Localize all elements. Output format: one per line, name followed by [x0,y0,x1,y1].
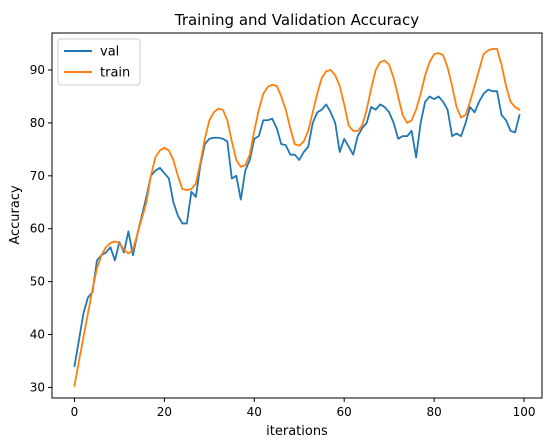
y-tick-label: 70 [30,169,45,183]
x-tick-label: 40 [247,405,262,419]
y-axis-label: Accuracy [8,185,23,245]
x-tick-label: 20 [157,405,172,419]
chart-title: Training and Validation Accuracy [174,11,419,29]
y-tick-label: 80 [30,116,45,130]
y-tick-label: 40 [30,328,45,342]
plot-frame [51,32,543,399]
series-line-train [73,47,521,387]
y-tick-label: 30 [30,380,45,394]
legend-label-train: train [100,66,130,81]
legend: val train [57,38,141,86]
x-tick-label: 60 [337,405,352,419]
x-axis-label: iterations [266,424,328,439]
plot-area [73,47,521,387]
x-tick-label: 0 [71,405,79,419]
legend-label-val: val [100,45,119,60]
y-tick-label: 50 [30,275,45,289]
y-tick-label: 60 [30,222,45,236]
x-tick-label: 80 [426,405,441,419]
y-tick-label: 90 [30,63,45,77]
x-tick-label: 100 [513,405,536,419]
